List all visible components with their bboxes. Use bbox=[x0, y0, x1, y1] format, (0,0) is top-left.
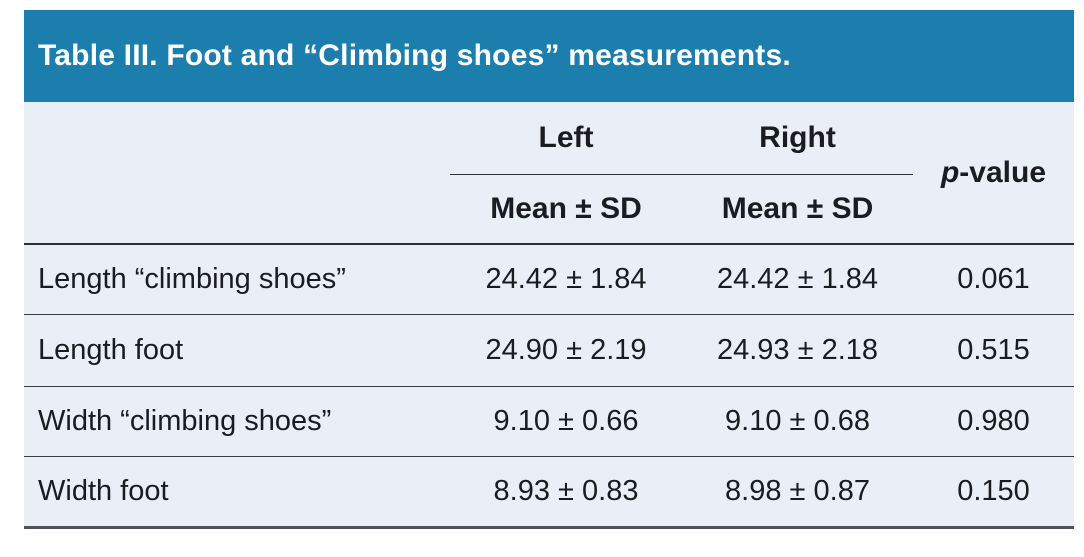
p-value-italic-p: p bbox=[940, 155, 960, 189]
measurements-table: Table III. Foot and “Climbing shoes” mea… bbox=[24, 10, 1074, 529]
cell-width-foot-right: 8.98 ± 0.87 bbox=[682, 456, 913, 526]
cell-width-foot-left: 8.93 ± 0.83 bbox=[450, 456, 682, 526]
row-label-width-foot: Width foot bbox=[24, 456, 450, 526]
table-title-bar: Table III. Foot and “Climbing shoes” mea… bbox=[24, 10, 1074, 102]
col-header-left: Left bbox=[538, 121, 594, 154]
table-title: Table III. Foot and “Climbing shoes” mea… bbox=[38, 39, 791, 72]
cell-length-shoes-right: 24.42 ± 1.84 bbox=[682, 243, 913, 314]
cell-width-foot-p: 0.150 bbox=[913, 456, 1074, 526]
subheader-mean-sd-right: Mean ± SD bbox=[682, 174, 913, 243]
subheader-spacer bbox=[24, 174, 450, 243]
row-label-width-climbing-shoes: Width “climbing shoes” bbox=[24, 386, 450, 456]
header-spacer bbox=[24, 102, 450, 174]
cell-length-shoes-left: 24.42 ± 1.84 bbox=[450, 243, 682, 314]
cell-width-shoes-left: 9.10 ± 0.66 bbox=[450, 386, 682, 456]
row-label-length-climbing-shoes: Length “climbing shoes” bbox=[24, 243, 450, 314]
row-label-length-foot: Length foot bbox=[24, 314, 450, 386]
p-value-rest: -value bbox=[959, 155, 1047, 189]
cell-length-shoes-p: 0.061 bbox=[913, 243, 1074, 314]
cell-width-shoes-right: 9.10 ± 0.68 bbox=[682, 386, 913, 456]
col-header-right: Right bbox=[759, 121, 836, 154]
subheader-mean-sd-left: Mean ± SD bbox=[450, 174, 682, 243]
cell-length-foot-left: 24.90 ± 2.19 bbox=[450, 314, 682, 386]
cell-length-foot-p: 0.515 bbox=[913, 314, 1074, 386]
table-grid: Left Right p -value Mean ± SD Mean ± SD L… bbox=[24, 102, 1074, 529]
cell-width-shoes-p: 0.980 bbox=[913, 386, 1074, 456]
col-header-p-value: p -value bbox=[913, 102, 1074, 243]
cell-length-foot-right: 24.93 ± 2.18 bbox=[682, 314, 913, 386]
